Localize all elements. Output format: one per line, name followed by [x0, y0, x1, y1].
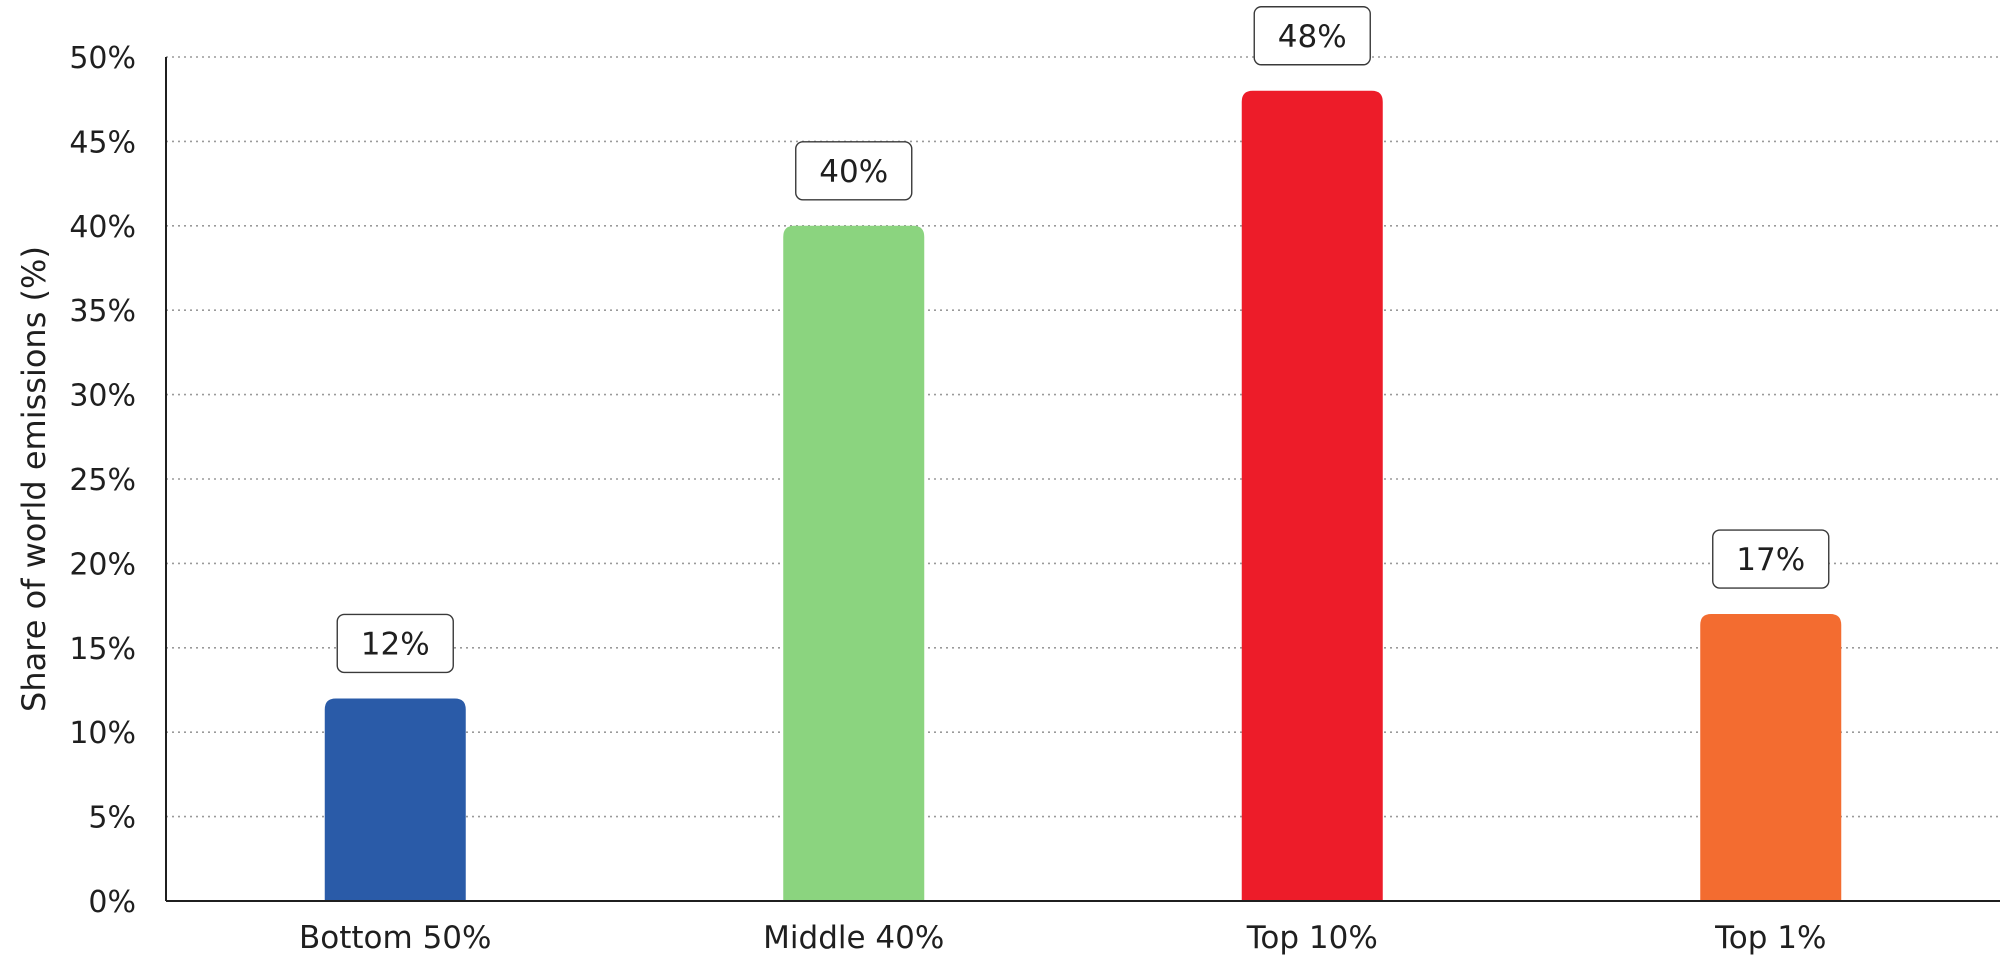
data-labels: 12% 40% 48% 17% — [336, 6, 1830, 674]
y-tick-label: 10% — [69, 716, 136, 751]
data-label: 40% — [819, 154, 888, 190]
bar-1 — [324, 698, 466, 901]
y-tick-label: 5% — [88, 801, 136, 836]
data-label-box — [336, 613, 454, 674]
data-label-box — [1253, 6, 1371, 66]
y-tick-label: 25% — [69, 463, 136, 498]
data-label: 17% — [1736, 542, 1805, 578]
y-tick-label: 20% — [69, 547, 136, 582]
data-label-box — [1712, 529, 1830, 589]
bars — [324, 90, 1842, 902]
x-category-label: Top 1% — [1714, 920, 1826, 956]
x-axis-categories: Bottom 50% Middle 40% Top 10% Top 1% — [299, 920, 1826, 956]
y-tick-label: 50% — [69, 41, 136, 76]
y-axis-title: Share of world emissions (%) — [15, 246, 53, 712]
y-tick-label: 0% — [88, 885, 136, 920]
bar-2 — [783, 225, 925, 902]
data-label-box — [795, 141, 913, 201]
x-category-label: Middle 40% — [763, 920, 944, 956]
bar-3 — [1241, 90, 1383, 901]
y-tick-label: 15% — [69, 632, 136, 667]
y-tick-label: 35% — [69, 294, 136, 329]
data-label: 48% — [1278, 19, 1347, 55]
y-tick-label: 30% — [69, 379, 136, 414]
x-category-label: Bottom 50% — [299, 920, 491, 956]
bar-4 — [1700, 614, 1842, 901]
y-tick-label: 45% — [69, 125, 136, 160]
y-tick-label: 40% — [69, 210, 136, 245]
data-label: 12% — [361, 626, 430, 662]
x-category-label: Top 10% — [1246, 920, 1378, 956]
y-axis-ticks: 0% 5% 10% 15% 20% 25% 30% 35% 40% 45% 50% — [69, 41, 136, 920]
